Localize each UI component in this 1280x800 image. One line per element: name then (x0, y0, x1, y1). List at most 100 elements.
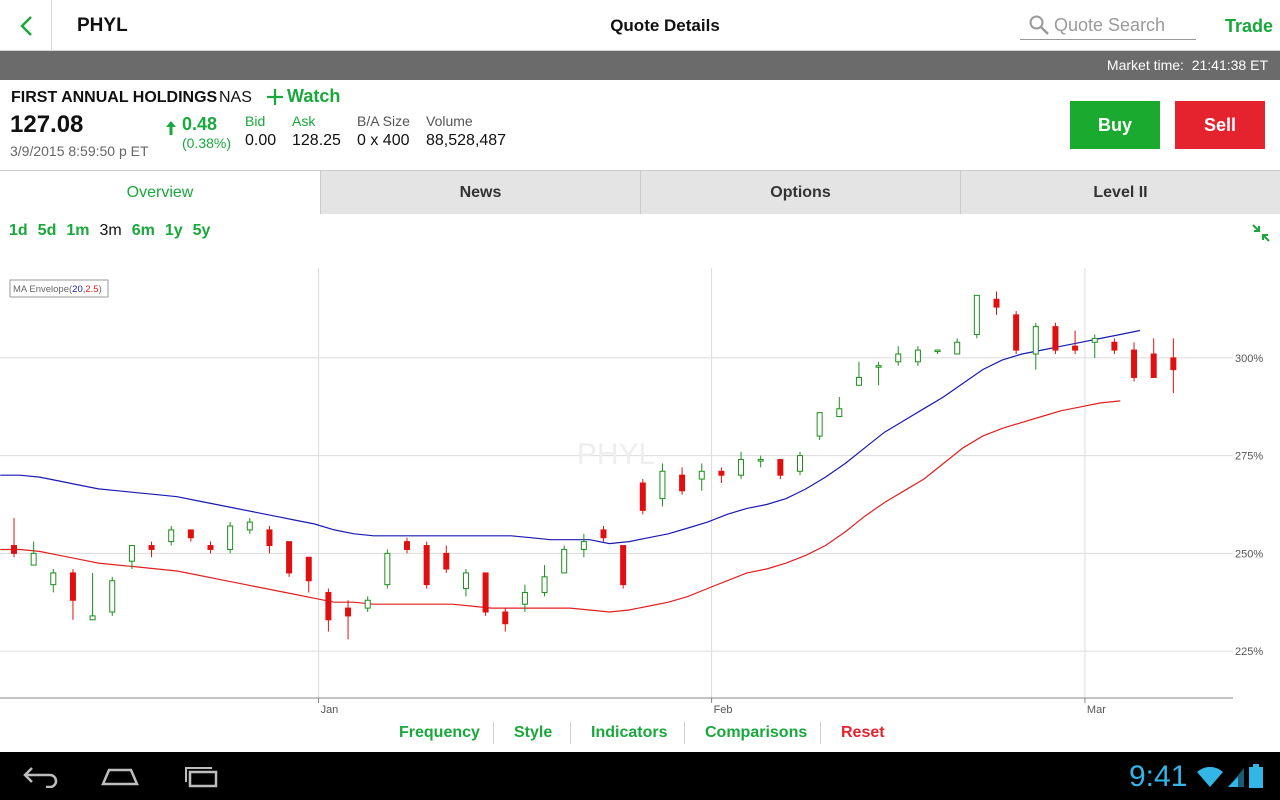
bid-field: Bid 0.00 (245, 113, 276, 150)
x-axis-tick-label: Jan (321, 704, 339, 716)
upper-envelope-line (0, 329, 1141, 545)
watch-label: Watch (287, 86, 341, 106)
candle-body (482, 572, 489, 613)
candle-body (109, 580, 116, 613)
candle-body (797, 455, 803, 472)
back-button[interactable] (0, 0, 52, 51)
candle (757, 455, 764, 468)
recent-apps-icon[interactable] (182, 764, 220, 788)
range-5y[interactable]: 5y (192, 222, 211, 239)
candle-body (1013, 314, 1020, 351)
candle (384, 549, 391, 589)
candle (738, 451, 745, 480)
candle (11, 518, 17, 558)
style-link[interactable]: Style (514, 724, 553, 741)
comparisons-link[interactable]: Comparisons (705, 724, 808, 741)
candle-body (954, 341, 961, 355)
ba-size-field: B/A Size 0 x 400 (357, 113, 410, 150)
candle-body (404, 541, 410, 550)
indicators-link[interactable]: Indicators (591, 724, 668, 741)
system-nav-bar: 9:41 (0, 752, 1280, 800)
x-axis-tick-label: Mar (1087, 704, 1106, 716)
candle (30, 541, 37, 566)
candle (934, 349, 941, 354)
candle-body (580, 541, 587, 550)
candle (1170, 338, 1177, 394)
candle-body (561, 548, 568, 574)
x-axis-tick-label: Feb (714, 704, 733, 716)
candle (482, 572, 489, 616)
candle (89, 572, 96, 621)
status-clock: 9:41 (1129, 760, 1188, 793)
range-1d[interactable]: 1d (9, 222, 28, 239)
range-selector: 1d 5d 1m 3m 6m 1y 5y (9, 222, 220, 240)
candle (914, 346, 921, 366)
candle (345, 600, 352, 640)
quote-search-input[interactable] (1054, 13, 1192, 37)
tab-overview[interactable]: Overview (0, 171, 320, 214)
candle (620, 545, 627, 589)
range-1m[interactable]: 1m (66, 222, 90, 239)
candle-body (69, 572, 76, 601)
range-5d[interactable]: 5d (37, 222, 57, 239)
tab-news[interactable]: News (320, 171, 640, 214)
back-icon[interactable] (22, 764, 60, 788)
svg-text:MA Envelope(20,2.5): MA Envelope(20,2.5) (13, 284, 102, 295)
candle (1013, 311, 1020, 354)
top-app-bar: PHYL Quote Details Trade (0, 0, 1280, 51)
candle (364, 596, 371, 612)
y-axis-tick-label: 225% (1235, 646, 1263, 658)
candle-body (639, 482, 646, 511)
indicator-legend[interactable]: MA Envelope(20,2.5) (9, 279, 109, 298)
candle (128, 545, 135, 569)
ask-label: Ask (292, 113, 316, 129)
candle (777, 459, 784, 480)
candle-body (1150, 353, 1157, 378)
candle-body (1170, 357, 1177, 371)
trade-button[interactable]: Trade (1225, 16, 1274, 36)
home-icon[interactable] (101, 764, 139, 788)
candle-body (1131, 349, 1138, 378)
candle (50, 569, 57, 593)
y-axis-tick-label: 250% (1235, 548, 1263, 560)
candle-body (1111, 341, 1118, 351)
candle-body (757, 459, 764, 462)
tab-level-ii[interactable]: Level II (960, 171, 1280, 214)
wifi-icon (1197, 766, 1223, 787)
quote-timestamp: 3/9/2015 8:59:50 p ET (10, 143, 149, 159)
candle (875, 361, 882, 386)
tab-options[interactable]: Options (640, 171, 960, 214)
quote-search[interactable] (1020, 10, 1196, 40)
candle (443, 545, 450, 573)
buy-button[interactable]: Buy (1070, 101, 1160, 149)
frequency-link[interactable]: Frequency (399, 724, 480, 741)
range-1y[interactable]: 1y (164, 222, 183, 239)
candle-body (738, 459, 745, 476)
volume-value: 88,528,487 (426, 132, 507, 149)
candle (895, 346, 902, 366)
candle-body (148, 545, 155, 550)
candle-body (89, 615, 96, 621)
candle-body (364, 599, 371, 609)
candle-body (227, 525, 234, 550)
candle-body (855, 376, 862, 386)
candle (286, 541, 293, 577)
candle-body (11, 545, 17, 554)
candle (561, 545, 568, 574)
reset-link[interactable]: Reset (841, 724, 885, 741)
arrow-up-icon (166, 121, 176, 135)
range-3m[interactable]: 3m (99, 222, 122, 239)
collapse-icon[interactable] (1251, 223, 1271, 243)
battery-icon (1249, 764, 1263, 788)
indicator-close: ) (99, 284, 102, 295)
range-6m[interactable]: 6m (131, 222, 155, 239)
candle-body (50, 572, 57, 586)
candle (207, 541, 214, 554)
quote-header: FIRST ANNUAL HOLDINGS NAS Watch 127.08 3… (0, 80, 1280, 170)
price-chart[interactable]: PHYL 300% 275% 250% 225% Jan Feb Mar MA Envel… (0, 258, 1280, 718)
candle (325, 588, 332, 632)
candle (69, 569, 76, 620)
sell-button[interactable]: Sell (1175, 101, 1265, 149)
watch-button[interactable]: Watch (266, 86, 340, 107)
candle (521, 584, 528, 612)
